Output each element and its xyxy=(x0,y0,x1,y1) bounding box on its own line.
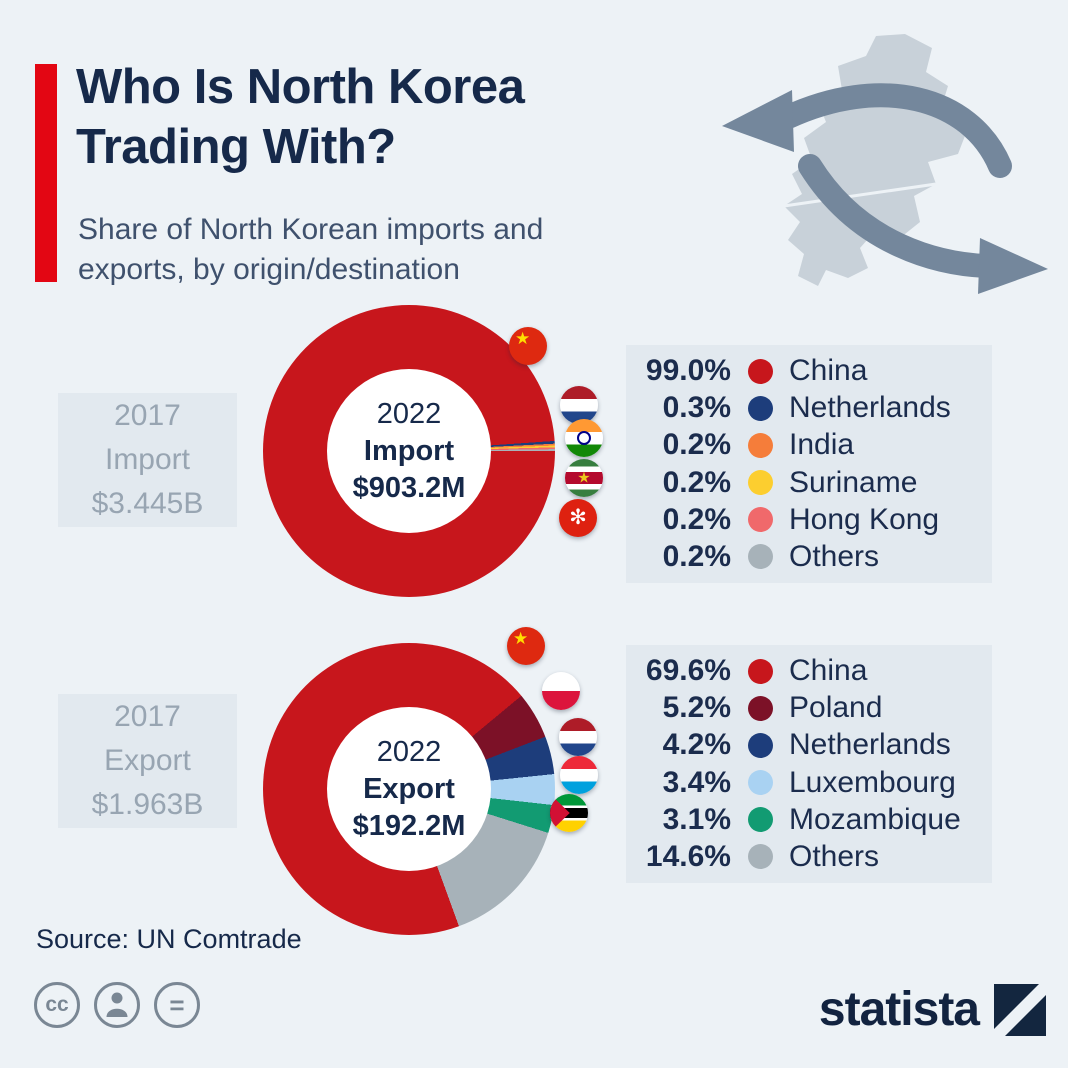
legend-percent: 14.6% xyxy=(645,839,731,873)
legend-country-label: China xyxy=(789,354,868,388)
page-title: Who Is North Korea Trading With? xyxy=(76,58,525,178)
netherlands-flag-icon xyxy=(559,718,597,756)
legend-percent: 0.2% xyxy=(662,428,731,462)
donut-flow: Import xyxy=(363,434,455,467)
legend-row-hong-kong: 0.2% Hong Kong xyxy=(626,503,992,537)
title-accent-bar xyxy=(35,64,57,282)
legend-row-netherlands: 4.2% Netherlands xyxy=(626,728,992,762)
legend-percent: 69.6% xyxy=(645,654,731,688)
legend-row-netherlands: 0.3% Netherlands xyxy=(626,391,992,425)
import-arrow-curve xyxy=(798,154,998,278)
legend-percent: 4.2% xyxy=(662,728,731,762)
statista-wordmark: statista xyxy=(818,983,980,1036)
legend-color-dot xyxy=(748,358,773,384)
india-flag-icon xyxy=(565,419,603,457)
poland-flag-icon xyxy=(542,672,580,710)
hongkong-flag-icon xyxy=(559,499,597,537)
legend-country-label: Others xyxy=(789,539,880,573)
legend-country-label: Netherlands xyxy=(789,391,951,425)
legend-country-label: Netherlands xyxy=(789,728,951,762)
nd-equals-icon[interactable]: = xyxy=(154,982,200,1028)
legend-country-label: Hong Kong xyxy=(789,502,940,536)
legend-row-luxembourg: 3.4% Luxembourg xyxy=(626,766,992,800)
comparison-value: $3.445B xyxy=(91,487,204,520)
export-2017-comparison-box: 2017 Export $1.963B xyxy=(58,694,237,828)
legend-country-label: India xyxy=(789,428,855,462)
export-arrow-curve xyxy=(774,83,1012,178)
page-title-line1: Who Is North Korea xyxy=(76,60,525,114)
legend-country-label: Others xyxy=(789,839,880,873)
legend-percent: 0.3% xyxy=(662,391,731,425)
legend-percent: 5.2% xyxy=(662,691,731,725)
legend-country-label: Suriname xyxy=(789,465,918,499)
legend-color-dot xyxy=(748,544,773,570)
legend-percent: 3.1% xyxy=(662,802,731,836)
legend-country-label: Poland xyxy=(789,691,883,725)
comparison-flow: Import xyxy=(104,443,191,476)
legend-row-others: 14.6% Others xyxy=(626,840,992,874)
import-2017-comparison-box: 2017 Import $3.445B xyxy=(58,393,237,527)
person-icon xyxy=(106,992,128,1017)
legend-color-dot xyxy=(748,507,773,533)
page-subtitle-line2: exports, by origin/destination xyxy=(78,252,460,286)
donut-total: $192.2M xyxy=(352,809,466,842)
export-donut-center-label: 2022 Export $192.2M xyxy=(327,707,491,871)
donut-year: 2022 xyxy=(376,397,442,430)
import-arrow-head xyxy=(978,238,1048,294)
statista-mark-icon xyxy=(994,984,1046,1036)
legend-country-label: Luxembourg xyxy=(789,765,956,799)
attribution-person-icon[interactable] xyxy=(94,982,140,1028)
legend-row-poland: 5.2% Poland xyxy=(626,691,992,725)
page-subtitle: Share of North Korean imports and export… xyxy=(78,210,543,290)
statista-logo[interactable]: statista xyxy=(819,984,1046,1036)
page-title-line2: Trading With? xyxy=(76,119,396,174)
comparison-flow: Export xyxy=(104,744,191,777)
legend-color-dot xyxy=(748,658,773,684)
donut-total: $903.2M xyxy=(352,471,466,504)
legend-percent: 3.4% xyxy=(662,765,731,799)
donut-year: 2022 xyxy=(376,735,442,768)
page-subtitle-line1: Share of North Korean imports and xyxy=(78,213,544,246)
license-icons-row: cc = xyxy=(34,982,200,1028)
export-arrow-head xyxy=(722,90,794,152)
legend-color-dot xyxy=(748,395,773,421)
china-flag-icon xyxy=(507,627,545,665)
comparison-value: $1.963B xyxy=(91,788,204,821)
legend-row-mozambique: 3.1% Mozambique xyxy=(626,803,992,837)
source-note: Source: UN Comtrade xyxy=(36,924,302,954)
mozambique-flag-icon xyxy=(550,794,588,832)
legend-color-dot xyxy=(748,844,773,870)
export-legend: 69.6% China 5.2% Poland 4.2% Netherlands 3.4% L… xyxy=(626,645,992,883)
legend-color-dot xyxy=(748,732,773,758)
legend-percent: 0.2% xyxy=(662,502,731,536)
legend-percent: 0.2% xyxy=(662,465,731,499)
import-legend: 99.0% China 0.3% Netherlands 0.2% India 0.2% Su… xyxy=(626,345,992,583)
legend-row-india: 0.2% India xyxy=(626,428,992,462)
north-korea-map-icon xyxy=(722,34,1048,294)
comparison-year: 2017 xyxy=(114,399,181,432)
suriname-flag-icon xyxy=(565,459,603,497)
legend-country-label: Mozambique xyxy=(789,802,961,836)
legend-row-others: 0.2% Others xyxy=(626,540,992,574)
legend-color-dot xyxy=(748,695,773,721)
donut-flow: Export xyxy=(363,772,455,805)
legend-color-dot xyxy=(748,470,773,496)
cc-license-icon[interactable]: cc xyxy=(34,982,80,1028)
legend-percent: 0.2% xyxy=(662,539,731,573)
legend-color-dot xyxy=(748,770,773,796)
import-donut-chart: 2022 Import $903.2M xyxy=(263,305,555,597)
legend-color-dot xyxy=(748,807,773,833)
legend-row-suriname: 0.2% Suriname xyxy=(626,466,992,500)
legend-row-china: 99.0% China xyxy=(626,354,992,388)
legend-color-dot xyxy=(748,432,773,458)
legend-percent: 99.0% xyxy=(645,354,731,388)
legend-country-label: China xyxy=(789,654,868,688)
netherlands-flag-icon xyxy=(560,386,598,424)
export-donut-chart: 2022 Export $192.2M xyxy=(263,643,555,935)
legend-row-china: 69.6% China xyxy=(626,654,992,688)
luxembourg-flag-icon xyxy=(560,756,598,794)
comparison-year: 2017 xyxy=(114,700,181,733)
import-donut-center-label: 2022 Import $903.2M xyxy=(327,369,491,533)
